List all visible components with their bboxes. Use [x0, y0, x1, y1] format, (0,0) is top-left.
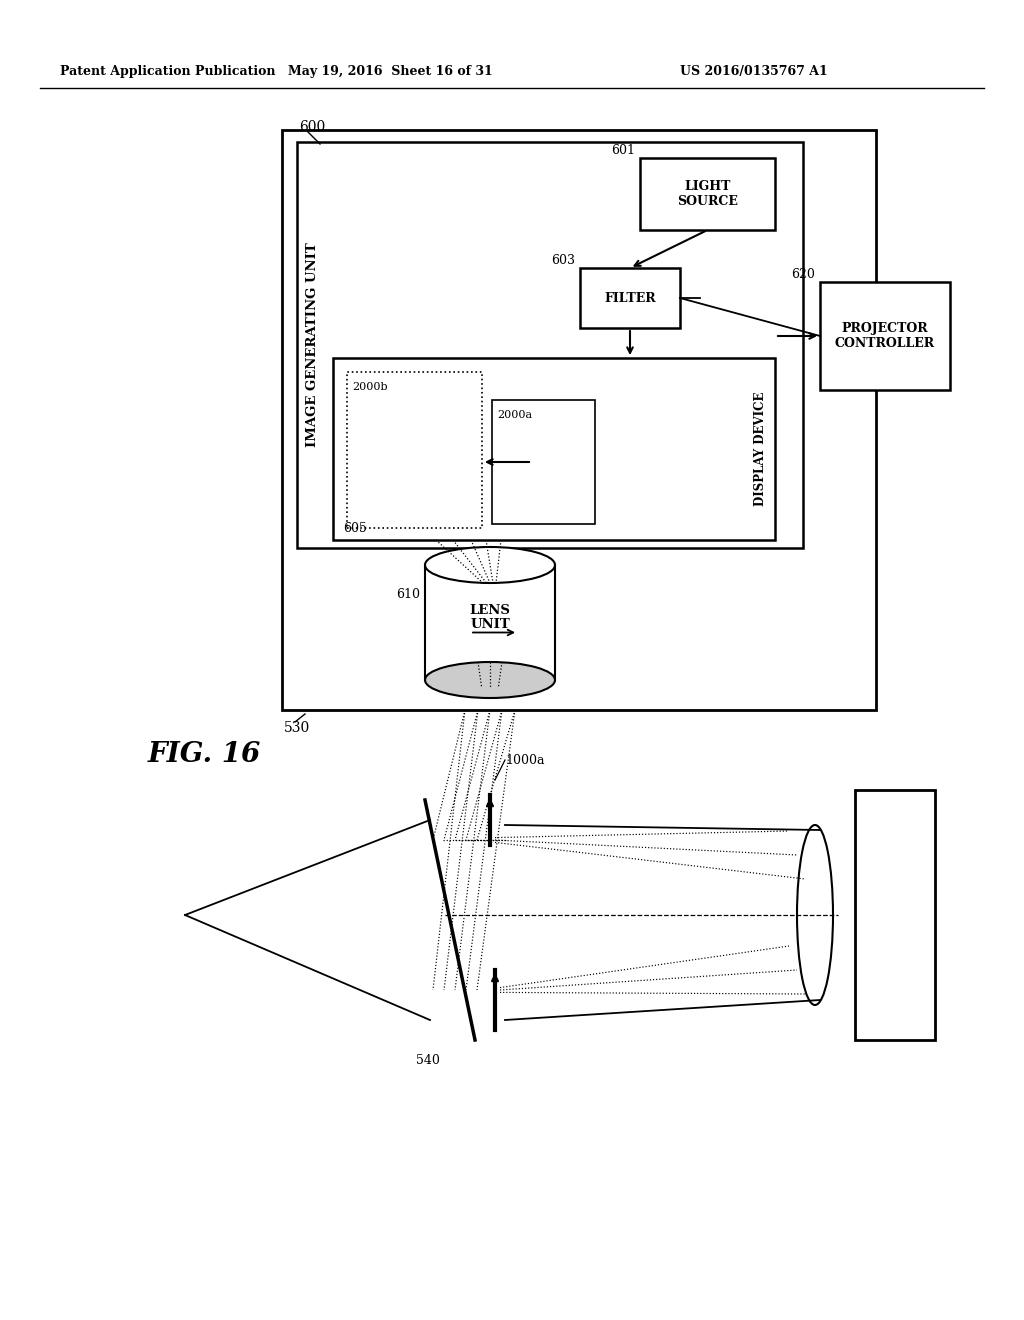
Text: 600: 600: [299, 120, 326, 135]
Bar: [492, 400, 595, 524]
Bar: [347, 372, 482, 528]
Text: 620: 620: [792, 268, 815, 281]
Text: Patent Application Publication: Patent Application Publication: [60, 66, 275, 78]
Text: DISPLAY DEVICE: DISPLAY DEVICE: [754, 392, 767, 507]
Bar: [855, 789, 935, 1040]
Text: 605: 605: [343, 521, 367, 535]
Text: FIG. 16: FIG. 16: [148, 742, 261, 768]
Bar: [580, 268, 680, 327]
Text: IMAGE GENERATING UNIT: IMAGE GENERATING UNIT: [305, 243, 318, 447]
Text: 2000b: 2000b: [352, 381, 388, 392]
Text: 530: 530: [284, 721, 310, 735]
Text: US 2016/0135767 A1: US 2016/0135767 A1: [680, 66, 827, 78]
Text: LIGHT
SOURCE: LIGHT SOURCE: [677, 180, 738, 209]
Ellipse shape: [797, 825, 833, 1005]
Ellipse shape: [425, 663, 555, 698]
Text: 2000a: 2000a: [497, 411, 532, 420]
Bar: [282, 129, 876, 710]
Bar: [297, 143, 803, 548]
Bar: [333, 358, 775, 540]
Text: 1000a: 1000a: [505, 754, 545, 767]
Text: FILTER: FILTER: [604, 292, 655, 305]
Bar: [820, 282, 950, 389]
Text: 540: 540: [416, 1053, 440, 1067]
Ellipse shape: [425, 546, 555, 583]
Text: 603: 603: [551, 253, 575, 267]
Bar: [640, 158, 775, 230]
Text: 601: 601: [611, 144, 635, 157]
Text: PROJECTOR
CONTROLLER: PROJECTOR CONTROLLER: [835, 322, 935, 350]
Text: 610: 610: [396, 589, 420, 602]
Text: May 19, 2016  Sheet 16 of 31: May 19, 2016 Sheet 16 of 31: [288, 66, 493, 78]
Text: LENS
UNIT: LENS UNIT: [470, 603, 510, 631]
